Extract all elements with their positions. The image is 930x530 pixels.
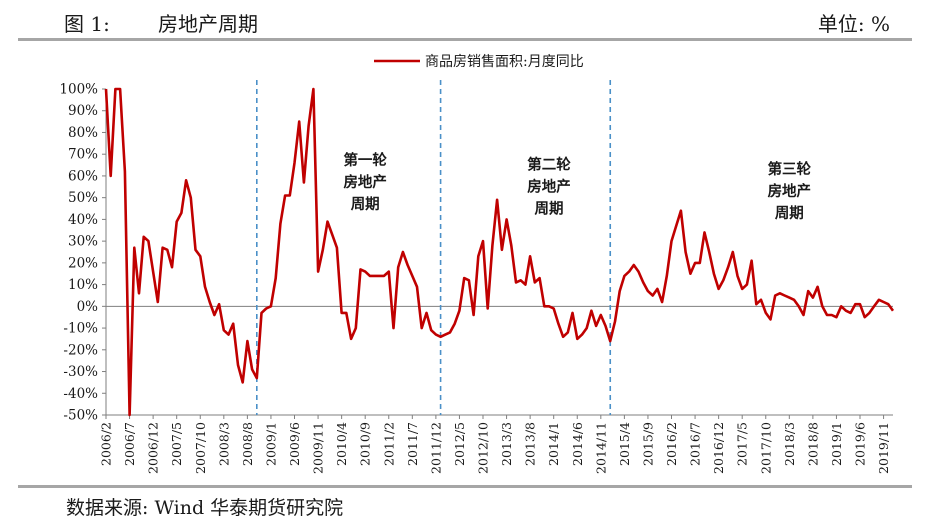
y-tick-label: 90% bbox=[68, 103, 98, 119]
x-tick-label: 2006/2 bbox=[99, 422, 114, 466]
y-tick-label: 30% bbox=[68, 234, 98, 250]
x-tick-label: 2015/4 bbox=[617, 422, 632, 466]
y-tick-label: 0% bbox=[77, 299, 99, 315]
x-tick-label: 2007/5 bbox=[169, 422, 184, 466]
x-tick-label: 2011/7 bbox=[405, 422, 420, 466]
x-tick-label: 2016/7 bbox=[688, 422, 703, 466]
x-tick-label: 2016/12 bbox=[711, 422, 726, 474]
x-tick-label: 2011/2 bbox=[381, 422, 396, 466]
y-tick-label: 20% bbox=[68, 255, 98, 271]
x-tick-label: 2011/12 bbox=[428, 422, 443, 474]
x-tick-label: 2018/3 bbox=[782, 422, 797, 466]
footer-rule bbox=[18, 485, 912, 488]
x-tick-label: 2012/10 bbox=[476, 422, 491, 474]
x-tick-label: 2007/10 bbox=[193, 422, 208, 474]
y-tick-label: 50% bbox=[68, 190, 98, 206]
cycle-annotation-line: 房地产 bbox=[527, 177, 571, 195]
cycle-annotation-line: 房地产 bbox=[768, 182, 812, 200]
x-tick-label: 2014/1 bbox=[546, 422, 561, 466]
x-tick-label: 2006/12 bbox=[146, 422, 161, 474]
x-tick-label: 2008/3 bbox=[216, 422, 231, 466]
y-tick-label: -40% bbox=[63, 386, 98, 402]
x-tick-label: 2009/6 bbox=[287, 422, 302, 466]
x-tick-label: 2006/7 bbox=[122, 422, 137, 466]
y-tick-label: -30% bbox=[63, 364, 98, 380]
x-tick-label: 2010/4 bbox=[334, 422, 349, 466]
y-tick-label: -50% bbox=[63, 408, 98, 424]
x-tick-label: 2014/6 bbox=[570, 422, 585, 466]
cycle-annotation-line: 周期 bbox=[775, 204, 804, 222]
x-tick-label: 2018/8 bbox=[805, 422, 820, 466]
y-tick-label: -10% bbox=[63, 321, 98, 337]
y-tick-label: 10% bbox=[68, 277, 98, 293]
x-tick-label: 2009/1 bbox=[263, 422, 278, 466]
figure-header: 图 1: 房地产周期 单位: % bbox=[0, 0, 930, 40]
x-tick-label: 2017/10 bbox=[758, 422, 773, 474]
figure-number: 图 1: bbox=[64, 12, 110, 36]
cycle-annotation-line: 第三轮 bbox=[768, 160, 812, 178]
x-tick-label: 2009/11 bbox=[311, 422, 326, 474]
x-tick-label: 2008/8 bbox=[240, 422, 255, 466]
x-tick-label: 2013/3 bbox=[499, 422, 514, 466]
header-rule bbox=[18, 38, 912, 41]
x-tick-label: 2019/11 bbox=[876, 422, 891, 474]
y-tick-label: 60% bbox=[68, 168, 98, 184]
legend-label: 商品房销售面积:月度同比 bbox=[425, 54, 584, 70]
legend: 商品房销售面积:月度同比 bbox=[374, 54, 584, 70]
source-note: 数据来源: Wind 华泰期货研究院 bbox=[66, 497, 344, 519]
y-tick-label: 70% bbox=[68, 147, 98, 163]
x-tick-label: 2019/1 bbox=[829, 422, 844, 466]
x-tick-label: 2014/11 bbox=[593, 422, 608, 474]
cycle-annotation-line: 第二轮 bbox=[527, 155, 571, 173]
y-tick-label: -20% bbox=[63, 342, 98, 358]
x-tick-label: 2015/9 bbox=[640, 422, 655, 466]
cycle-annotation-line: 房地产 bbox=[343, 173, 387, 191]
series-line bbox=[104, 87, 895, 417]
x-tick-label: 2017/5 bbox=[735, 422, 750, 466]
y-tick-label: 40% bbox=[68, 212, 98, 228]
y-tick-label: 100% bbox=[59, 82, 98, 98]
cycle-annotation-line: 第一轮 bbox=[343, 151, 387, 169]
y-tick-label: 80% bbox=[68, 125, 98, 141]
figure-title: 房地产周期 bbox=[158, 12, 258, 36]
x-tick-label: 2019/6 bbox=[853, 422, 868, 466]
x-tick-label: 2016/2 bbox=[664, 422, 679, 466]
cycle-annotation-line: 周期 bbox=[351, 195, 380, 213]
x-tick-label: 2012/5 bbox=[452, 422, 467, 466]
x-tick-label: 2013/8 bbox=[523, 422, 538, 466]
x-tick-label: 2010/9 bbox=[358, 422, 373, 466]
unit-label: 单位: % bbox=[817, 12, 890, 36]
cycle-annotation-line: 周期 bbox=[534, 199, 563, 217]
